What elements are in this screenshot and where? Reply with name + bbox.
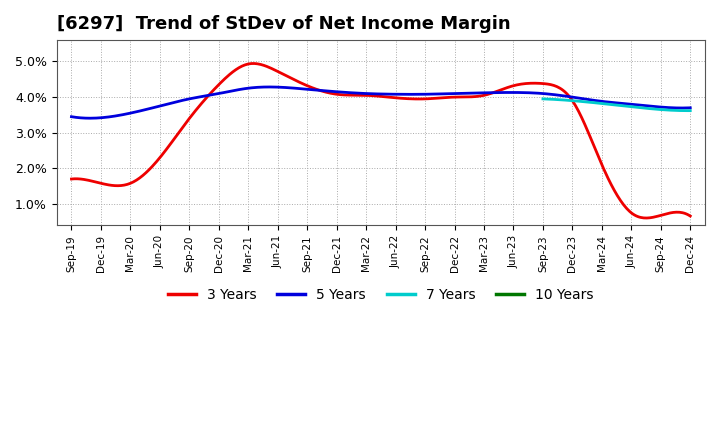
3 Years: [642, 215, 651, 220]
7 Years: [683, 108, 691, 113]
5 Years: [315, 88, 324, 93]
3 Years: [516, 82, 524, 87]
Legend: 3 Years, 5 Years, 7 Years, 10 Years: 3 Years, 5 Years, 7 Years, 10 Years: [163, 282, 599, 307]
3 Years: [67, 176, 76, 182]
3 Years: [270, 67, 279, 73]
Line: 3 Years: 3 Years: [71, 63, 690, 218]
3 Years: [142, 170, 150, 176]
7 Years: [686, 108, 695, 113]
3 Years: [686, 213, 695, 219]
5 Years: [459, 91, 468, 96]
3 Years: [518, 81, 527, 87]
3 Years: [248, 61, 257, 66]
7 Years: [645, 106, 654, 111]
5 Years: [520, 90, 528, 95]
5 Years: [266, 84, 274, 90]
5 Years: [86, 116, 94, 121]
5 Years: [517, 90, 526, 95]
5 Years: [143, 106, 152, 112]
3 Years: [458, 94, 467, 99]
5 Years: [67, 114, 76, 119]
7 Years: [631, 105, 640, 110]
3 Years: [314, 87, 323, 92]
Line: 7 Years: 7 Years: [543, 99, 690, 110]
Text: [6297]  Trend of StDev of Net Income Margin: [6297] Trend of StDev of Net Income Marg…: [57, 15, 510, 33]
7 Years: [646, 106, 654, 111]
7 Years: [587, 100, 595, 105]
7 Years: [539, 96, 547, 102]
7 Years: [597, 101, 606, 106]
5 Years: [686, 105, 695, 110]
Line: 5 Years: 5 Years: [71, 87, 690, 118]
5 Years: [272, 84, 281, 90]
7 Years: [557, 97, 565, 103]
